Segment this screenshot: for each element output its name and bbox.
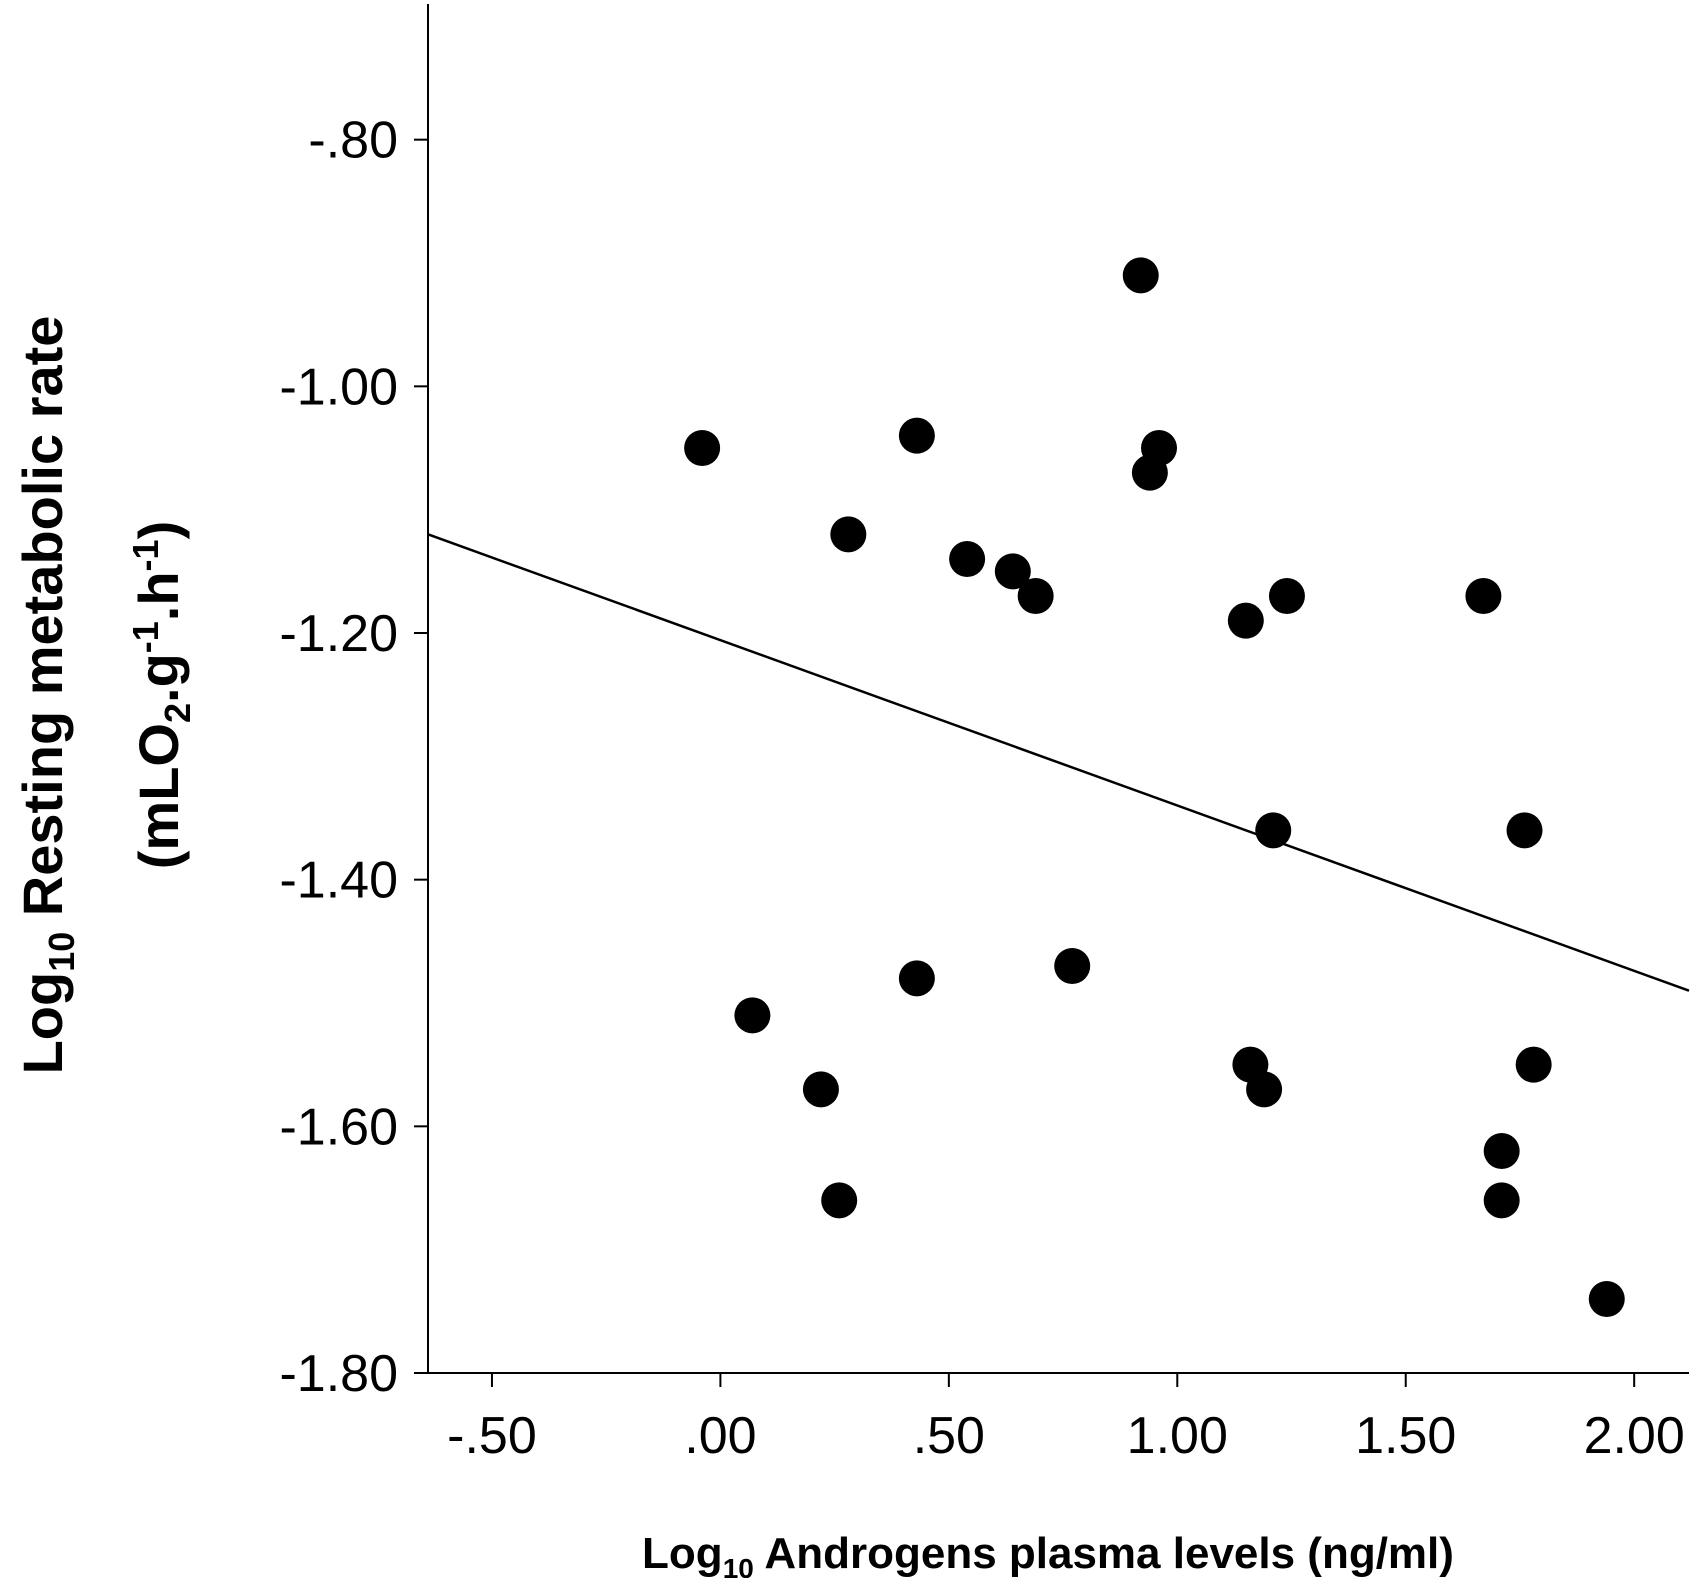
y-axis-unit-sup-2: -1 — [125, 539, 166, 571]
data-point — [1516, 1047, 1552, 1083]
data-point — [949, 541, 985, 577]
y-axis-unit-d: ) — [127, 521, 190, 540]
y-axis-title-suffix: Resting metabolic rate — [11, 316, 74, 932]
y-axis-unit-c: .h — [127, 571, 190, 621]
data-point — [899, 418, 935, 454]
x-tick-label: 1.50 — [1355, 1407, 1456, 1465]
y-tick-label: -1.00 — [279, 358, 398, 416]
y-axis-title-line-1: Log10 Resting metabolic rate — [11, 316, 82, 1075]
data-point — [1589, 1281, 1625, 1317]
x-tick-label: .00 — [684, 1407, 756, 1465]
x-tick-label: .50 — [913, 1407, 985, 1465]
y-axis-title-subscript: 10 — [41, 932, 82, 972]
y-tick-label: -1.40 — [279, 852, 398, 910]
y-axis-unit-b: .g — [127, 653, 190, 703]
data-point — [684, 430, 720, 466]
y-axis-unit-a: (mLO — [127, 723, 190, 869]
data-point — [830, 516, 866, 552]
data-point — [1141, 430, 1177, 466]
y-axis-title-prefix: Log — [11, 972, 74, 1075]
data-point — [1269, 578, 1305, 614]
x-axis-title: Log10 Androgens plasma levels (ng/ml) — [642, 1529, 1454, 1578]
y-tick-label: -1.80 — [279, 1345, 398, 1403]
data-point — [734, 997, 770, 1033]
x-axis-title-suffix: Androgens plasma levels (ng/ml) — [754, 1529, 1454, 1578]
y-axis-unit-sup-1: -1 — [125, 621, 166, 653]
data-point — [1484, 1182, 1520, 1218]
x-tick-label: 1.00 — [1127, 1407, 1228, 1465]
y-tick-label: -1.60 — [279, 1098, 398, 1156]
data-point — [1465, 578, 1501, 614]
y-tick-label: -.80 — [308, 112, 398, 170]
x-tick-labels: -.50 .00 .50 1.00 1.50 2.00 — [447, 1373, 1685, 1465]
data-point — [1484, 1133, 1520, 1169]
y-axis-unit-sub: 2 — [157, 703, 198, 723]
data-point — [1507, 812, 1543, 848]
x-tick-label: -.50 — [447, 1407, 537, 1465]
y-axis-title-line-2: (mLO2.g-1.h-1) — [125, 521, 198, 869]
y-tick-labels: -.80 -1.00 -1.20 -1.40 -1.60 -1.80 — [279, 112, 428, 1403]
data-point — [821, 1182, 857, 1218]
data-point — [899, 960, 935, 996]
data-point — [1246, 1071, 1282, 1107]
x-tick-label: 2.00 — [1584, 1407, 1685, 1465]
scatter-chart: -.50 .00 .50 1.00 1.50 2.00 -.80 -1.00 -1.20 -1.… — [0, 0, 1699, 1578]
data-point — [1255, 812, 1291, 848]
data-point — [1123, 257, 1159, 293]
data-point — [803, 1071, 839, 1107]
data-point — [1228, 603, 1264, 639]
x-axis-title-prefix: Log — [642, 1529, 723, 1578]
y-tick-label: -1.20 — [279, 605, 398, 663]
data-point — [1054, 948, 1090, 984]
data-points — [684, 257, 1625, 1317]
data-point — [1018, 578, 1054, 614]
x-axis-title-subscript: 10 — [723, 1553, 754, 1578]
